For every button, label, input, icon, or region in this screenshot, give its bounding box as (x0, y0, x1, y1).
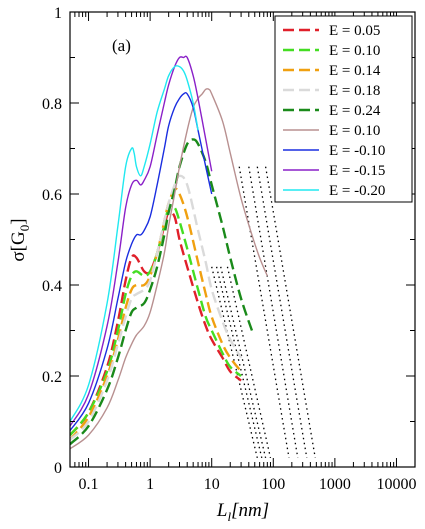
x-axis-title: Ll[nm] (216, 500, 269, 524)
legend-label-0: E = 0.05 (329, 23, 380, 39)
x-tick-label-2: 10 (204, 476, 220, 493)
series-line-7 (70, 55, 213, 427)
fit-line-7 (264, 166, 316, 459)
x-axis-title-main: L (216, 500, 228, 521)
legend-label-1: E = 0.10 (329, 43, 380, 59)
panel-label: (a) (112, 36, 131, 55)
y-tick-label-1: 0.2 (42, 369, 62, 386)
legend: E = 0.05 E = 0.10 E = 0.14 E = 0.18 E = 0.24… (274, 15, 413, 203)
y-tick-label-5: 1 (54, 5, 62, 22)
y-tick-label-0: 0 (54, 460, 62, 477)
legend-label-3: E = 0.18 (329, 83, 380, 99)
fit-lines (211, 166, 316, 459)
series-line-6 (70, 92, 213, 432)
data-series (70, 55, 268, 450)
x-tick-label-5: 10000 (376, 476, 416, 493)
series-line-3 (70, 174, 243, 441)
y-axis-title-subscript: 0 (17, 225, 32, 232)
series-line-8 (70, 65, 199, 422)
series-line-0 (70, 210, 242, 436)
x-axis-title-subscript: l (227, 509, 231, 524)
fit-line-6 (256, 166, 308, 459)
legend-label-8: E = -0.20 (329, 183, 385, 199)
legend-label-4: E = 0.24 (329, 103, 381, 119)
fit-line-4 (238, 166, 290, 459)
x-tick-label-1: 1 (146, 476, 154, 493)
x-tick-label-3: 100 (261, 476, 285, 493)
x-tick-label-0: 0.1 (79, 476, 99, 493)
y-axis-title-main: σ[G (8, 231, 29, 262)
x-tick-label-4: 1000 (319, 476, 351, 493)
legend-label-5: E = 0.10 (329, 123, 380, 139)
legend-label-2: E = 0.14 (329, 63, 381, 79)
series-line-5 (70, 88, 268, 450)
y-tick-label-3: 0.6 (42, 187, 62, 204)
y-axis-title-close: ] (8, 218, 29, 224)
series-line-4 (70, 138, 254, 446)
y-tick-label-4: 0.8 (42, 96, 62, 113)
y-axis-title: σ[G0] (8, 218, 32, 261)
legend-box (274, 15, 413, 203)
x-axis-title-units: [nm] (231, 500, 269, 521)
y-tick-label-2: 0.4 (42, 278, 62, 295)
legend-label-6: E = -0.10 (329, 143, 385, 159)
legend-label-7: E = -0.15 (329, 163, 385, 179)
fit-line-5 (248, 166, 299, 459)
